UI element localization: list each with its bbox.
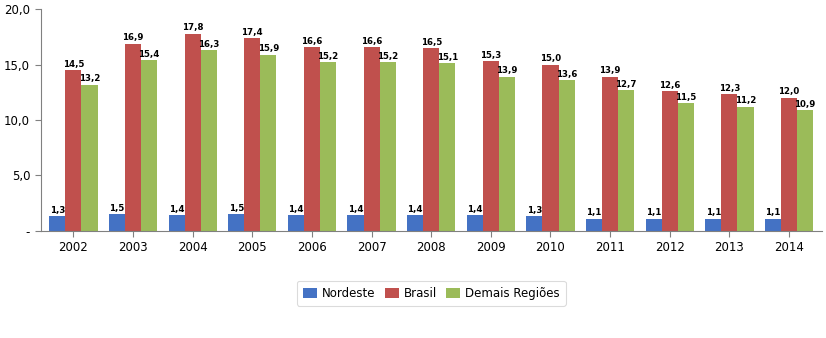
Text: 15,4: 15,4 <box>139 50 159 59</box>
Text: 1,4: 1,4 <box>407 205 423 214</box>
Text: 1,1: 1,1 <box>765 208 781 217</box>
Bar <box>201 50 216 231</box>
Text: 13,9: 13,9 <box>600 67 621 75</box>
Bar <box>439 64 455 231</box>
Text: 1,3: 1,3 <box>527 206 542 215</box>
Bar <box>423 48 439 231</box>
Bar <box>184 33 201 231</box>
Text: 16,3: 16,3 <box>198 40 220 49</box>
Bar <box>467 215 482 231</box>
Bar <box>380 62 396 231</box>
Bar <box>407 215 423 231</box>
Text: 13,2: 13,2 <box>78 74 100 83</box>
Text: 15,0: 15,0 <box>540 54 561 63</box>
Bar <box>618 90 634 231</box>
Bar <box>260 55 277 231</box>
Text: 13,9: 13,9 <box>496 67 518 75</box>
Bar <box>499 77 515 231</box>
Text: 16,6: 16,6 <box>361 37 382 46</box>
Bar <box>646 219 662 231</box>
Text: 11,2: 11,2 <box>735 96 756 105</box>
Bar <box>348 215 363 231</box>
Text: 16,5: 16,5 <box>420 38 442 47</box>
Bar <box>558 80 575 231</box>
Bar <box>482 61 499 231</box>
Text: 11,5: 11,5 <box>675 93 696 102</box>
Text: 15,9: 15,9 <box>258 44 279 53</box>
Text: 17,8: 17,8 <box>182 23 203 32</box>
Text: 12,0: 12,0 <box>778 88 800 96</box>
Text: 1,3: 1,3 <box>50 206 65 215</box>
Bar <box>678 103 694 231</box>
Bar <box>797 110 813 231</box>
Text: 12,7: 12,7 <box>615 80 637 89</box>
Bar <box>363 47 380 231</box>
Bar <box>543 65 558 231</box>
Bar <box>125 44 141 231</box>
Bar <box>662 91 678 231</box>
Text: 15,1: 15,1 <box>437 53 458 62</box>
Bar <box>109 214 125 231</box>
Bar <box>65 70 82 231</box>
Bar <box>526 216 543 231</box>
Bar <box>721 95 738 231</box>
Text: 1,1: 1,1 <box>705 208 721 217</box>
Bar <box>141 60 157 231</box>
Text: 16,9: 16,9 <box>122 33 144 42</box>
Text: 13,6: 13,6 <box>556 70 577 79</box>
Bar <box>82 84 97 231</box>
Bar <box>50 216 65 231</box>
Bar <box>320 62 336 231</box>
Bar <box>304 47 320 231</box>
Text: 1,4: 1,4 <box>288 205 304 214</box>
Text: 1,1: 1,1 <box>586 208 601 217</box>
Text: 15,2: 15,2 <box>317 52 339 61</box>
Bar <box>244 38 260 231</box>
Text: 1,4: 1,4 <box>348 205 363 214</box>
Text: 15,3: 15,3 <box>480 51 501 60</box>
Text: 14,5: 14,5 <box>63 60 84 69</box>
Bar <box>169 215 184 231</box>
Bar <box>781 98 797 231</box>
Text: 15,2: 15,2 <box>377 52 398 61</box>
Bar <box>738 107 753 231</box>
Text: 1,4: 1,4 <box>169 205 184 214</box>
Text: 1,1: 1,1 <box>646 208 662 217</box>
Bar <box>287 215 304 231</box>
Text: 1,5: 1,5 <box>109 204 125 213</box>
Bar <box>602 77 618 231</box>
Bar <box>765 219 781 231</box>
Text: 1,4: 1,4 <box>467 205 482 214</box>
Text: 1,5: 1,5 <box>229 204 244 213</box>
Legend: Nordeste, Brasil, Demais Regiões: Nordeste, Brasil, Demais Regiões <box>297 281 566 306</box>
Bar <box>586 219 602 231</box>
Bar <box>705 219 721 231</box>
Text: 10,9: 10,9 <box>795 100 816 109</box>
Text: 12,3: 12,3 <box>719 84 740 93</box>
Text: 16,6: 16,6 <box>301 37 323 46</box>
Text: 17,4: 17,4 <box>241 28 263 37</box>
Bar <box>228 214 244 231</box>
Text: 12,6: 12,6 <box>659 81 681 90</box>
